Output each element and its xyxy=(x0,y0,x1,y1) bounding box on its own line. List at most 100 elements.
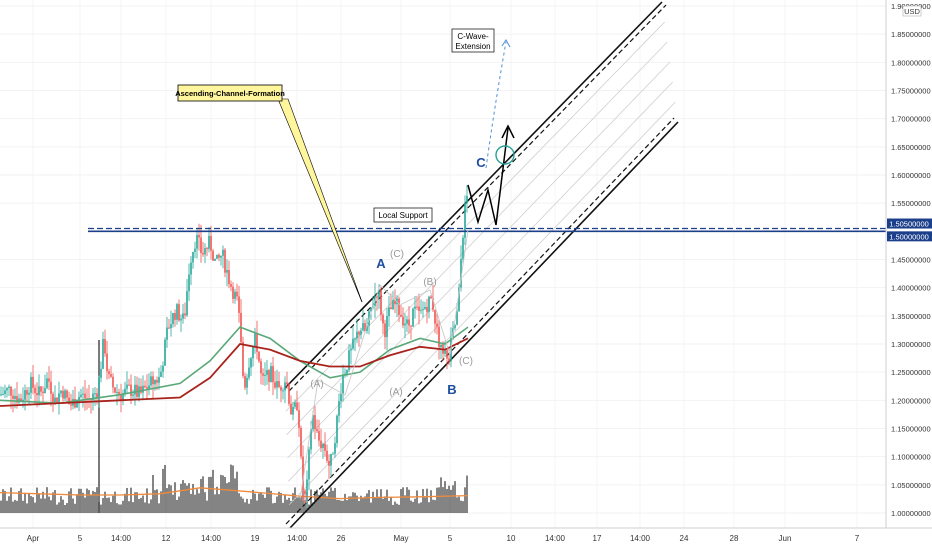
volume-bar-110 xyxy=(220,474,222,513)
candle-body-33 xyxy=(66,390,68,398)
volume-bar-120 xyxy=(240,496,242,513)
volume-bar-156 xyxy=(312,502,314,513)
volume-bar-3 xyxy=(6,500,8,513)
volume-bar-54 xyxy=(108,497,110,513)
volume-bar-225 xyxy=(450,489,452,513)
volume-bar-112 xyxy=(224,476,226,513)
candle-body-202 xyxy=(404,323,406,326)
volume-bar-74 xyxy=(148,503,150,513)
volume-bar-140 xyxy=(280,492,282,513)
volume-bar-25 xyxy=(50,500,52,513)
currency-badge[interactable] xyxy=(902,5,922,17)
time-tick-15: 28 xyxy=(730,534,739,543)
volume-bar-17 xyxy=(34,502,36,513)
candle-body-35 xyxy=(70,404,72,406)
volume-bar-65 xyxy=(130,487,132,513)
candle-body-157 xyxy=(314,415,316,430)
volume-bar-150 xyxy=(300,495,302,513)
volume-bar-214 xyxy=(428,502,430,513)
volume-bar-47 xyxy=(94,492,96,513)
time-tick-11: 14:00 xyxy=(545,534,566,543)
volume-bar-105 xyxy=(210,476,212,513)
volume-bar-37 xyxy=(74,503,76,513)
candle-body-148 xyxy=(296,402,298,411)
volume-bar-132 xyxy=(264,497,266,513)
volume-bar-124 xyxy=(248,503,250,513)
channel-fib-5 xyxy=(288,101,676,505)
volume-bar-52 xyxy=(104,491,106,513)
volume-bar-211 xyxy=(422,488,424,513)
price-tick-8: 1.45000000 xyxy=(891,256,931,265)
candle-body-62 xyxy=(124,388,126,394)
volume-bar-216 xyxy=(432,499,434,513)
candle-body-134 xyxy=(268,370,270,382)
volume-bar-213 xyxy=(426,488,428,513)
candle-body-139 xyxy=(278,381,280,388)
candle-body-164 xyxy=(328,460,330,466)
candle-body-103 xyxy=(206,248,208,250)
volume-bar-40 xyxy=(80,488,82,513)
candle-body-34 xyxy=(68,397,70,405)
wave-label-sub-c2: (C) xyxy=(459,356,473,367)
volume-bar-81 xyxy=(162,468,164,513)
volume-bar-170 xyxy=(340,500,342,513)
volume-bar-147 xyxy=(294,487,296,513)
elliott-wave-drawing[interactable] xyxy=(299,39,515,501)
volume-bar-5 xyxy=(10,487,12,513)
local-support-label[interactable]: Local Support xyxy=(373,207,433,223)
volume-bar-220 xyxy=(440,477,442,513)
volume-bar-209 xyxy=(418,503,420,513)
candle-body-123 xyxy=(246,377,248,388)
candle-body-113 xyxy=(226,270,228,273)
price-tick-1: 1.85000000 xyxy=(891,30,931,39)
local-support-lines[interactable] xyxy=(88,227,886,233)
svg-text:1.50500000: 1.50500000 xyxy=(889,220,929,229)
candle-body-206 xyxy=(412,308,414,327)
candle-body-176 xyxy=(352,338,354,349)
channel-lower-solid xyxy=(289,121,679,529)
support-label-box xyxy=(373,207,433,223)
candle-body-141 xyxy=(282,390,284,392)
callout-box xyxy=(177,84,283,102)
volume-bar-184 xyxy=(368,490,370,513)
candle-body-38 xyxy=(76,403,78,408)
channel-fib-3 xyxy=(287,61,671,459)
volume-bar-167 xyxy=(334,487,336,513)
channel-callout[interactable]: Ascending-Channel-Formation xyxy=(175,84,363,303)
volume-bar-88 xyxy=(176,499,178,513)
volume-bar-103 xyxy=(206,500,208,513)
volume-bar-36 xyxy=(72,498,74,513)
volume-bars xyxy=(0,340,468,513)
price-axis[interactable]: 1.900000001.850000001.800000001.75000000… xyxy=(885,0,932,528)
volume-bar-179 xyxy=(358,500,360,513)
candle-body-193 xyxy=(386,316,388,338)
candle-body-166 xyxy=(332,453,334,455)
volume-bar-134 xyxy=(268,487,270,513)
wave-label-b: B xyxy=(447,382,456,397)
volume-bar-21 xyxy=(42,491,44,513)
candle-body-114 xyxy=(228,270,230,284)
c-wave-extension-label[interactable]: C-Wave- Extension xyxy=(451,28,495,53)
volume-bar-176 xyxy=(352,492,354,513)
volume-bar-172 xyxy=(344,493,346,513)
time-tick-14: 24 xyxy=(680,534,689,543)
time-axis[interactable]: Apr 5 14:00 12 14:00 19 14:00 26 May 5 10 14:00 17 14… xyxy=(0,527,932,543)
candle-body-31 xyxy=(62,390,64,399)
candle-body-93 xyxy=(186,291,188,316)
extension-label-box xyxy=(451,28,495,53)
volume-bar-30 xyxy=(60,496,62,513)
candle-body-122 xyxy=(244,375,246,388)
volume-bar-174 xyxy=(348,496,350,513)
volume-bar-10 xyxy=(20,488,22,513)
candle-body-87 xyxy=(174,313,176,320)
candle-body-63 xyxy=(126,384,128,389)
volume-bar-178 xyxy=(356,495,358,513)
volume-bar-71 xyxy=(142,495,144,513)
volume-bar-136 xyxy=(272,503,274,513)
volume-bar-218 xyxy=(436,487,438,513)
volume-bar-197 xyxy=(394,501,396,513)
volume-bar-121 xyxy=(242,498,244,513)
volume-bar-15 xyxy=(30,496,32,513)
price-tick-5: 1.65000000 xyxy=(891,143,931,152)
